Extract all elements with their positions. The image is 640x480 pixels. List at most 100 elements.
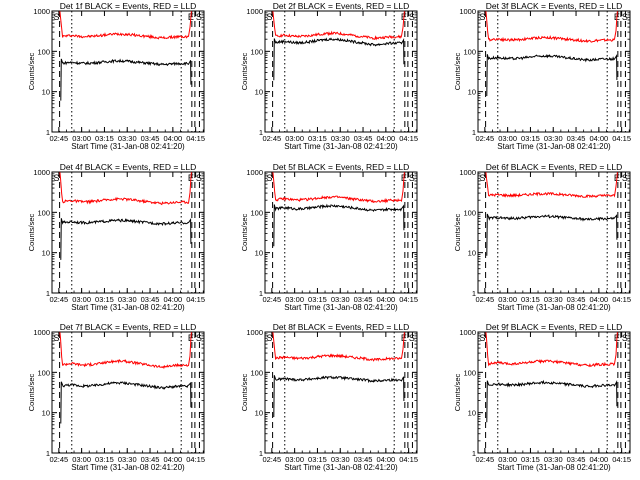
y-tick-label: 100 (463, 208, 476, 217)
lld-series-line (272, 11, 405, 41)
y-tick-label: 1000 (33, 168, 50, 177)
chart-panel-8: Det 8f BLACK = Events, RED = LLD 1 10 100 10… (240, 322, 418, 472)
x-axis-label: Start Time (31-Jan-08 02:41:20) (497, 463, 611, 472)
x-axis-label: Start Time (31-Jan-08 02:41:20) (71, 463, 185, 472)
chart-title: Det 1f BLACK = Events, RED = LLD (60, 1, 197, 11)
y-tick-label: 10 (255, 249, 263, 258)
corner-label-s: S (480, 173, 486, 183)
corner-label-s: S (267, 173, 273, 183)
x-tick-label: 02:45 (49, 295, 68, 304)
lld-series-line (59, 332, 192, 370)
y-axis-label: Counts/sec (240, 213, 249, 251)
x-tick-label: 03:45 (141, 134, 160, 143)
x-tick-label: 04:00 (163, 295, 182, 304)
y-tick-label: 100 (250, 208, 263, 217)
corner-label-s-right: S (409, 173, 415, 183)
plot-frame (264, 10, 418, 133)
chart-panel-4: Det 4f BLACK = Events, RED = LLD 1 10 100 10… (27, 162, 205, 312)
x-tick-label: 03:00 (285, 295, 304, 304)
corner-label-s-right: S (622, 333, 628, 343)
chart-title: Det 5f BLACK = Events, RED = LLD (273, 162, 410, 172)
x-tick-label: 02:45 (49, 134, 68, 143)
x-tick-label: 04:00 (589, 295, 608, 304)
chart-panel-5: Det 5f BLACK = Events, RED = LLD 1 10 100 10… (240, 162, 418, 312)
corner-label-s: S (480, 12, 486, 22)
x-tick-label: 03:00 (285, 134, 304, 143)
chart-title: Det 8f BLACK = Events, RED = LLD (273, 322, 410, 332)
x-axis-label: Start Time (31-Jan-08 02:41:20) (284, 142, 398, 151)
corner-label-s-right: S (196, 333, 202, 343)
x-tick-label: 02:45 (475, 134, 494, 143)
x-axis-label: Start Time (31-Jan-08 02:41:20) (284, 463, 398, 472)
x-tick-label: 03:00 (498, 295, 517, 304)
chart-panel-1: Det 1f BLACK = Events, RED = LLD 1 10 100 10… (27, 1, 205, 151)
plot-frame (51, 171, 205, 294)
x-tick-label: 03:30 (331, 455, 350, 464)
chart-title: Det 3f BLACK = Events, RED = LLD (486, 1, 623, 11)
y-tick-label: 1000 (459, 7, 476, 16)
x-axis-label: Start Time (31-Jan-08 02:41:20) (71, 142, 185, 151)
y-tick-label: 100 (37, 47, 50, 56)
events-series-line (60, 380, 192, 424)
x-tick-label: 03:00 (72, 295, 91, 304)
corner-label-s: S (267, 12, 273, 22)
y-axis-label: Counts/sec (27, 373, 36, 411)
x-tick-label: 03:15 (95, 295, 114, 304)
chart-title: Det 2f BLACK = Events, RED = LLD (273, 1, 410, 11)
y-tick-label: 1000 (246, 328, 263, 337)
y-axis-label: Counts/sec (27, 213, 36, 251)
events-series-line (273, 375, 405, 418)
corner-label-s: S (54, 173, 60, 183)
lld-series-line (485, 11, 618, 44)
y-tick-label: 100 (250, 368, 263, 377)
events-series-line (273, 37, 405, 81)
y-tick-label: 1 (46, 449, 50, 458)
y-tick-label: 1000 (459, 168, 476, 177)
x-tick-label: 03:15 (521, 134, 540, 143)
y-tick-label: 1 (46, 128, 50, 137)
x-axis-label: Start Time (31-Jan-08 02:41:20) (497, 303, 611, 312)
plot-frame (264, 331, 418, 454)
corner-label-s: S (480, 333, 486, 343)
events-series-line (486, 213, 618, 256)
x-tick-label: 04:00 (376, 295, 395, 304)
x-tick-label: 04:15 (399, 295, 418, 304)
x-tick-label: 03:45 (567, 455, 586, 464)
x-tick-label: 03:00 (498, 134, 517, 143)
lld-series-line (485, 332, 618, 368)
corner-label-s-right: S (622, 12, 628, 22)
x-tick-label: 04:15 (399, 134, 418, 143)
y-axis-label: Counts/sec (240, 52, 249, 90)
x-tick-label: 04:15 (186, 295, 205, 304)
plot-frame (51, 10, 205, 133)
y-tick-label: 10 (468, 88, 476, 97)
x-tick-label: 04:15 (186, 455, 205, 464)
corner-label-s: S (54, 12, 60, 22)
x-tick-label: 03:15 (521, 455, 540, 464)
corner-label-s: S (54, 333, 60, 343)
x-tick-label: 03:00 (72, 455, 91, 464)
chart-panel-3: Det 3f BLACK = Events, RED = LLD 1 10 100 10… (453, 1, 631, 151)
x-tick-label: 02:45 (262, 455, 281, 464)
x-tick-label: 03:45 (354, 134, 373, 143)
x-tick-label: 03:15 (95, 134, 114, 143)
y-tick-label: 1000 (33, 328, 50, 337)
x-tick-label: 04:15 (399, 455, 418, 464)
x-tick-label: 03:30 (118, 295, 137, 304)
events-series-line (273, 203, 405, 247)
lld-series-line (485, 172, 618, 199)
x-tick-label: 04:00 (163, 134, 182, 143)
y-tick-label: 10 (255, 409, 263, 418)
y-tick-label: 1 (259, 128, 263, 137)
x-tick-label: 04:00 (589, 455, 608, 464)
x-tick-label: 04:15 (612, 455, 631, 464)
lld-series-line (272, 332, 405, 362)
x-tick-label: 03:30 (544, 295, 563, 304)
x-tick-label: 03:00 (285, 455, 304, 464)
y-tick-label: 10 (255, 88, 263, 97)
x-tick-label: 03:30 (118, 134, 137, 143)
x-tick-label: 02:45 (49, 455, 68, 464)
corner-label-s-right: S (196, 12, 202, 22)
x-tick-label: 03:30 (331, 134, 350, 143)
